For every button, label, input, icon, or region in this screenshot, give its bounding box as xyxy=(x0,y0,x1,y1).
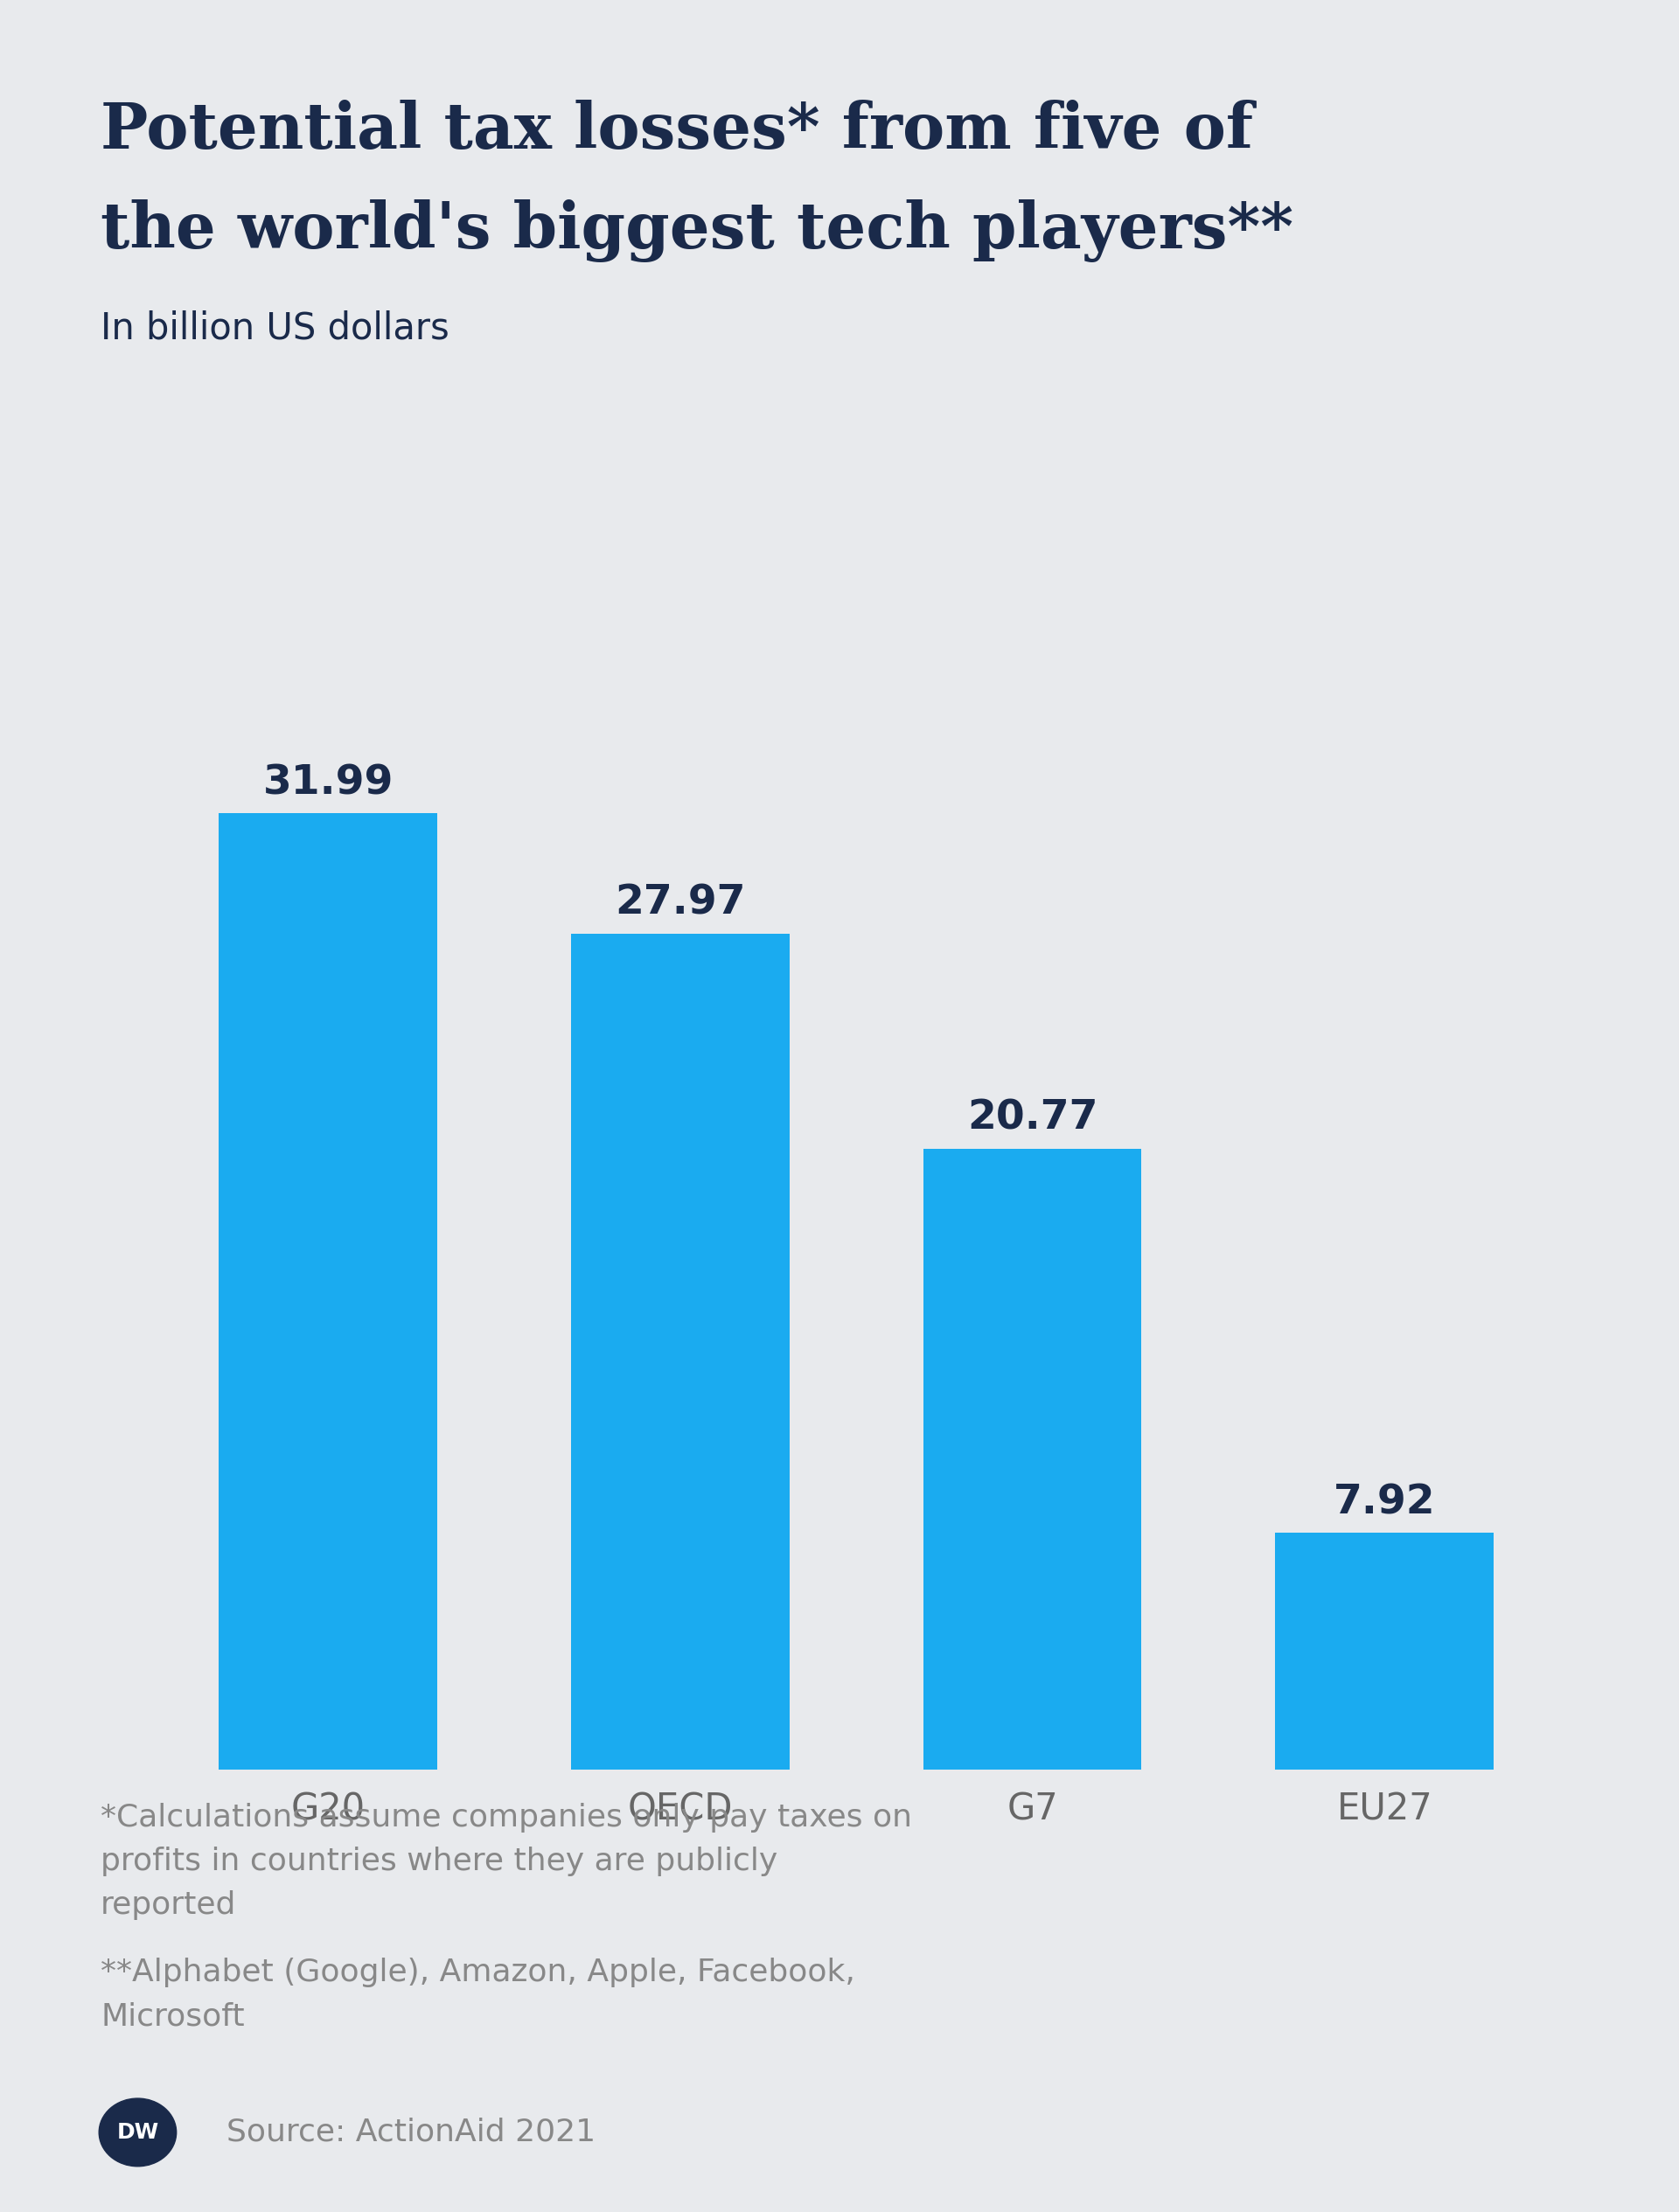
Circle shape xyxy=(99,2099,176,2166)
Bar xyxy=(1276,1533,1494,1770)
Bar xyxy=(571,933,789,1770)
Text: **Alphabet (Google), Amazon, Apple, Facebook,
Microsoft: **Alphabet (Google), Amazon, Apple, Face… xyxy=(101,1958,855,2031)
Bar xyxy=(923,1148,1142,1770)
Text: *Calculations assume companies only pay taxes on
profits in countries where they: *Calculations assume companies only pay … xyxy=(101,1803,912,1920)
Text: Source: ActionAid 2021: Source: ActionAid 2021 xyxy=(227,2117,596,2148)
Text: 20.77: 20.77 xyxy=(967,1099,1098,1139)
Text: 31.99: 31.99 xyxy=(262,763,393,803)
Text: 27.97: 27.97 xyxy=(615,885,745,922)
Text: In billion US dollars: In billion US dollars xyxy=(101,310,450,347)
Text: DW: DW xyxy=(116,2121,160,2143)
Text: Potential tax losses* from five of: Potential tax losses* from five of xyxy=(101,100,1253,161)
Text: 7.92: 7.92 xyxy=(1333,1482,1436,1522)
Text: the world's biggest tech players**: the world's biggest tech players** xyxy=(101,199,1293,261)
Bar xyxy=(218,814,437,1770)
